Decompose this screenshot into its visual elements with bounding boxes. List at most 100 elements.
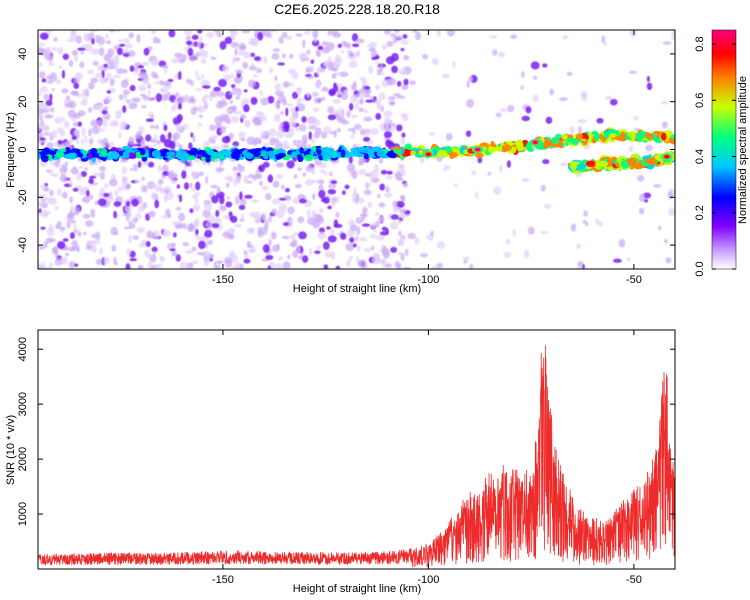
noise-speck: [235, 68, 242, 74]
noise-speck: [330, 227, 335, 237]
noise-speck: [351, 33, 359, 42]
noise-speck: [356, 244, 361, 252]
noise-speck: [134, 70, 139, 75]
noise-speck: [85, 190, 90, 197]
noise-speck: [308, 247, 313, 257]
noise-speck: [318, 207, 324, 214]
noise-speck: [446, 30, 455, 37]
noise-speck: [126, 247, 132, 256]
noise-speck: [352, 191, 357, 200]
noise-speck: [365, 99, 374, 103]
noise-speck: [507, 104, 515, 113]
noise-speck: [39, 86, 49, 93]
noise-speck: [445, 133, 453, 141]
noise-speck: [122, 176, 128, 183]
noise-speck: [79, 61, 85, 69]
noise-speck: [116, 110, 123, 115]
noise-speck: [87, 107, 93, 113]
ridge-blob: [645, 133, 655, 140]
noise-speck: [383, 110, 393, 118]
noise-speck: [237, 165, 245, 173]
noise-speck: [100, 171, 105, 180]
noise-speck: [191, 246, 197, 252]
noise-speck: [235, 111, 243, 115]
noise-speck: [67, 213, 75, 217]
noise-speck: [347, 51, 357, 60]
noise-speck: [215, 209, 220, 218]
noise-speck: [225, 201, 233, 208]
snr-y-tick-label: 1000: [17, 502, 29, 526]
noise-speck: [525, 106, 532, 114]
noise-speck: [352, 243, 357, 248]
ridge-blob: [569, 138, 580, 144]
ridge-blob: [206, 148, 215, 156]
ridge-blob: [418, 149, 424, 155]
noise-speck: [44, 186, 49, 192]
noise-speck: [327, 235, 337, 243]
noise-speck: [243, 104, 250, 113]
spectrogram-ridge: [38, 127, 675, 163]
noise-speck: [505, 238, 511, 245]
ridge-blob: [551, 136, 560, 145]
noise-speck: [330, 251, 335, 260]
noise-speck: [84, 43, 93, 52]
ridge-blob: [340, 149, 346, 158]
noise-speck: [391, 65, 398, 74]
noise-speck: [375, 220, 380, 228]
noise-speck: [81, 197, 86, 203]
noise-speck: [396, 124, 403, 132]
noise-speck: [287, 68, 296, 74]
noise-speck: [319, 169, 326, 174]
noise-speck: [264, 221, 269, 230]
ridge-blob: [230, 151, 241, 160]
noise-speck: [242, 30, 247, 34]
ridge-blob: [437, 149, 448, 158]
noise-speck: [88, 137, 94, 145]
noise-speck: [378, 157, 383, 164]
noise-speck: [308, 131, 312, 141]
noise-speck: [646, 75, 650, 83]
noise-speck: [83, 32, 90, 42]
noise-speck: [498, 51, 505, 58]
noise-speck: [84, 88, 90, 97]
noise-speck: [69, 232, 75, 239]
noise-speck: [50, 159, 56, 166]
noise-speck: [94, 200, 99, 206]
noise-speck: [308, 125, 317, 130]
ridge-blob: [100, 147, 108, 156]
noise-speck: [295, 33, 303, 37]
noise-speck: [97, 139, 104, 144]
noise-speck: [213, 30, 221, 34]
noise-speck: [228, 233, 234, 239]
ridge-blob: [263, 154, 269, 160]
noise-speck: [296, 86, 302, 96]
noise-speck: [195, 236, 202, 240]
noise-speck: [358, 156, 367, 164]
noise-speck: [603, 42, 607, 47]
noise-speck: [297, 245, 301, 254]
noise-speck: [98, 39, 103, 47]
spectrogram-axes: -150 -100 -50 -40 -20 0 20 40: [17, 30, 675, 286]
noise-speck: [380, 169, 388, 175]
noise-speck: [157, 179, 164, 185]
noise-speck: [311, 90, 317, 98]
noise-speck: [368, 47, 377, 52]
noise-speck: [576, 243, 582, 250]
noise-speck: [172, 232, 177, 238]
noise-speck: [295, 126, 300, 132]
noise-speck: [83, 231, 87, 236]
noise-speck: [540, 230, 548, 234]
noise-speck: [95, 258, 103, 265]
noise-speck: [171, 221, 180, 226]
noise-speck: [128, 136, 135, 145]
noise-speck: [106, 90, 112, 94]
noise-speck: [182, 241, 190, 247]
noise-speck: [247, 248, 256, 253]
noise-speck: [170, 104, 178, 112]
noise-speck: [386, 170, 393, 175]
noise-speck: [381, 247, 390, 256]
ridge-blob: [376, 150, 386, 158]
noise-speck: [263, 130, 270, 140]
noise-speck: [286, 160, 295, 169]
noise-speck: [336, 128, 342, 133]
